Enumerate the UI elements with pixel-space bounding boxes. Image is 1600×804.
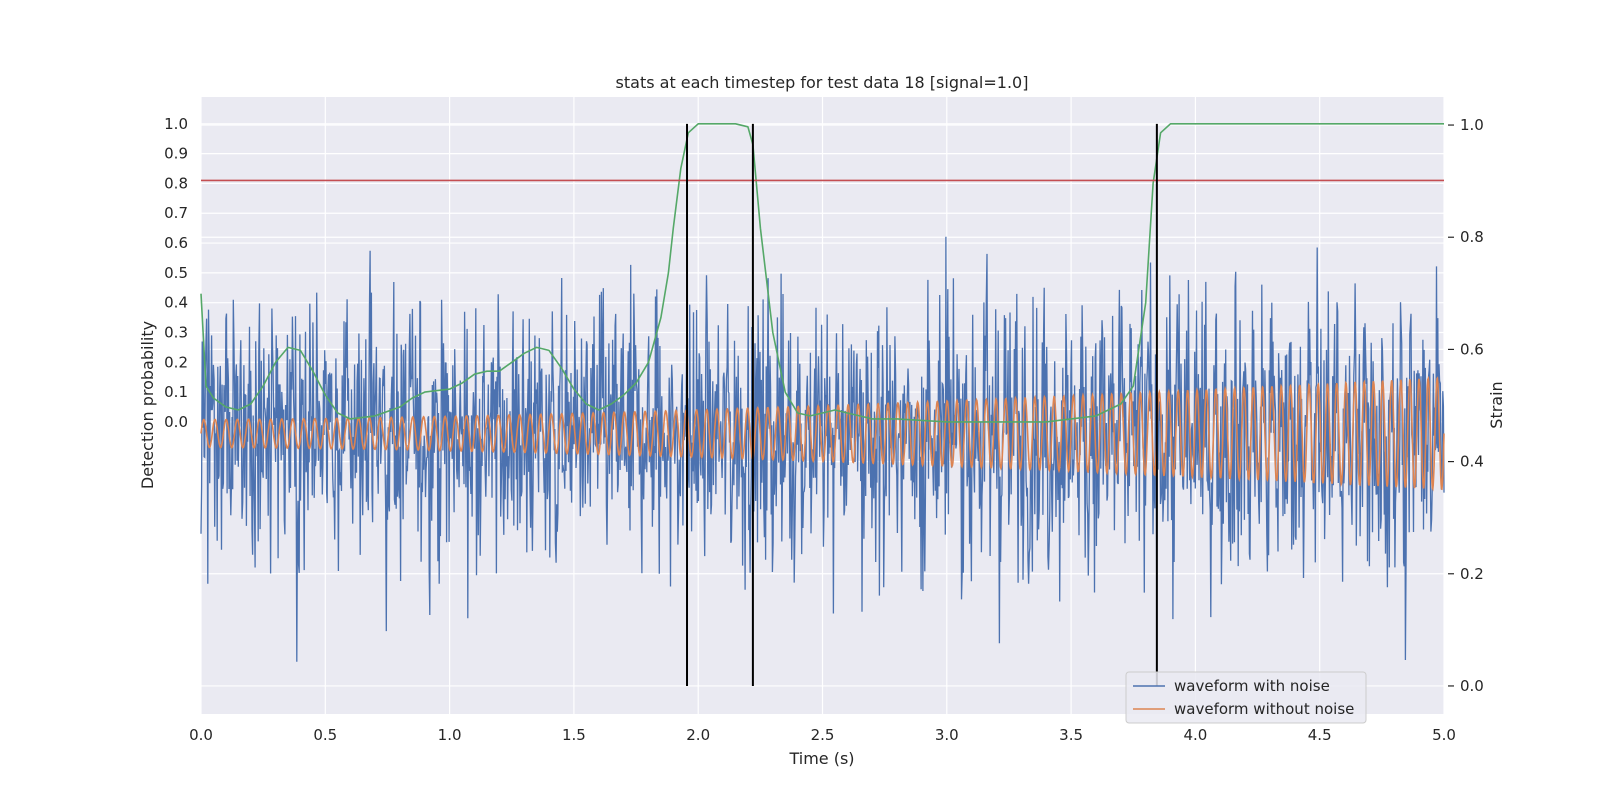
y-left-tick-label: 0.1 [164, 383, 188, 401]
axis-layer: 0.0 0.5 1.0 1.5 2.0 2.5 3.0 3.5 4.0 4.5 5.0 0.0 0.1 0… [164, 115, 1484, 744]
series-layer [200, 123, 1445, 662]
y-axis-right-title: Strain [1487, 381, 1506, 428]
y-right-tick-label: 0.8 [1460, 228, 1484, 246]
marker-layer [201, 123, 1444, 686]
y-left-tick-label: 0.8 [164, 174, 188, 192]
x-tick-label: 1.5 [562, 726, 586, 744]
x-tick-label: 4.5 [1308, 726, 1332, 744]
y-left-tick-label: 0.5 [164, 264, 188, 282]
x-tick-label: 1.0 [438, 726, 462, 744]
series-waveform-without-noise [200, 375, 1445, 492]
y-axis-left-title: Detection probability [138, 321, 157, 489]
legend: waveform with noise waveform without noi… [1125, 671, 1367, 724]
chart-title: stats at each timestep for test data 18 … [616, 73, 1029, 92]
y-left-tick-label: 0.0 [164, 413, 188, 431]
y-left-tick-label: 0.2 [164, 353, 188, 371]
y-right-tick-label: 1.0 [1460, 116, 1484, 134]
x-tick-label: 2.0 [686, 726, 710, 744]
x-tick-label: 2.5 [811, 726, 835, 744]
y-right-tick-label: 0.4 [1460, 453, 1484, 471]
x-tick-label: 0.0 [189, 726, 213, 744]
x-tick-label: 5.0 [1432, 726, 1456, 744]
y-left-tick-label: 0.9 [164, 145, 188, 163]
y-left-tick-label: 0.6 [164, 234, 188, 252]
legend-box [1125, 671, 1367, 724]
legend-label-clean: waveform without noise [1174, 700, 1354, 718]
x-tick-label: 3.0 [935, 726, 959, 744]
x-tick-label: 4.0 [1183, 726, 1207, 744]
y-left-tick-label: 0.4 [164, 294, 188, 312]
legend-label-noise: waveform with noise [1174, 677, 1330, 695]
x-axis-title: Time (s) [788, 749, 854, 768]
x-tick-label: 0.5 [313, 726, 337, 744]
y-right-tick-label: 0.2 [1460, 565, 1484, 583]
y-right-tick-label: 0.0 [1460, 677, 1484, 695]
series-detection-probability [200, 123, 1444, 423]
y-right-tick-label: 0.6 [1460, 340, 1484, 358]
x-tick-label: 3.5 [1059, 726, 1083, 744]
y-left-tick-label: 0.7 [164, 204, 188, 222]
y-left-tick-label: 1.0 [164, 115, 188, 133]
y-left-tick-label: 0.3 [164, 323, 188, 341]
